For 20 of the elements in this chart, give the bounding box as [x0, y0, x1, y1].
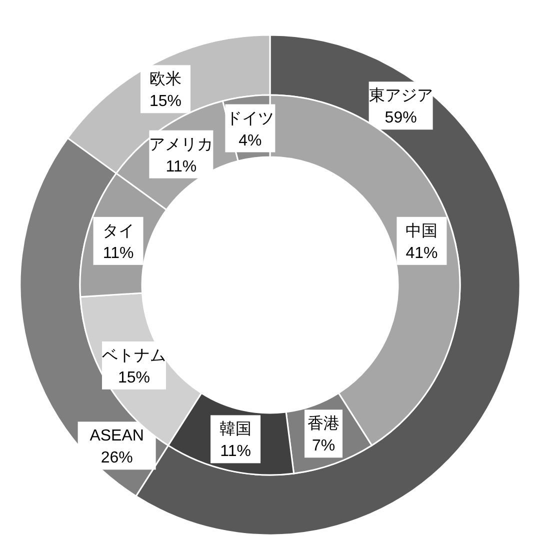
slice-label: 東アジア: [368, 86, 433, 105]
slice-label: ベトナム: [102, 347, 166, 364]
data-label: 59%: [384, 110, 417, 127]
slice-label: 欧米: [150, 70, 182, 88]
data-label: 41%: [406, 244, 438, 262]
slice-label: タイ: [102, 222, 134, 240]
slice-label: ドイツ: [226, 110, 274, 128]
data-label: 15%: [149, 93, 182, 110]
data-label: 11%: [166, 158, 197, 176]
data-label: 11%: [220, 443, 251, 460]
slice-label: 中国: [406, 222, 438, 240]
data-label: 11%: [102, 244, 134, 262]
data-label: 26%: [100, 450, 133, 467]
data-label: 15%: [118, 369, 150, 386]
data-label: 4%: [238, 132, 262, 150]
slice-label: ASEAN: [90, 428, 144, 445]
slice-label: アメリカ: [149, 136, 214, 154]
data-label: 7%: [312, 438, 336, 455]
slice-label: 香港: [308, 414, 340, 433]
slice-label: 韓国: [220, 420, 252, 438]
